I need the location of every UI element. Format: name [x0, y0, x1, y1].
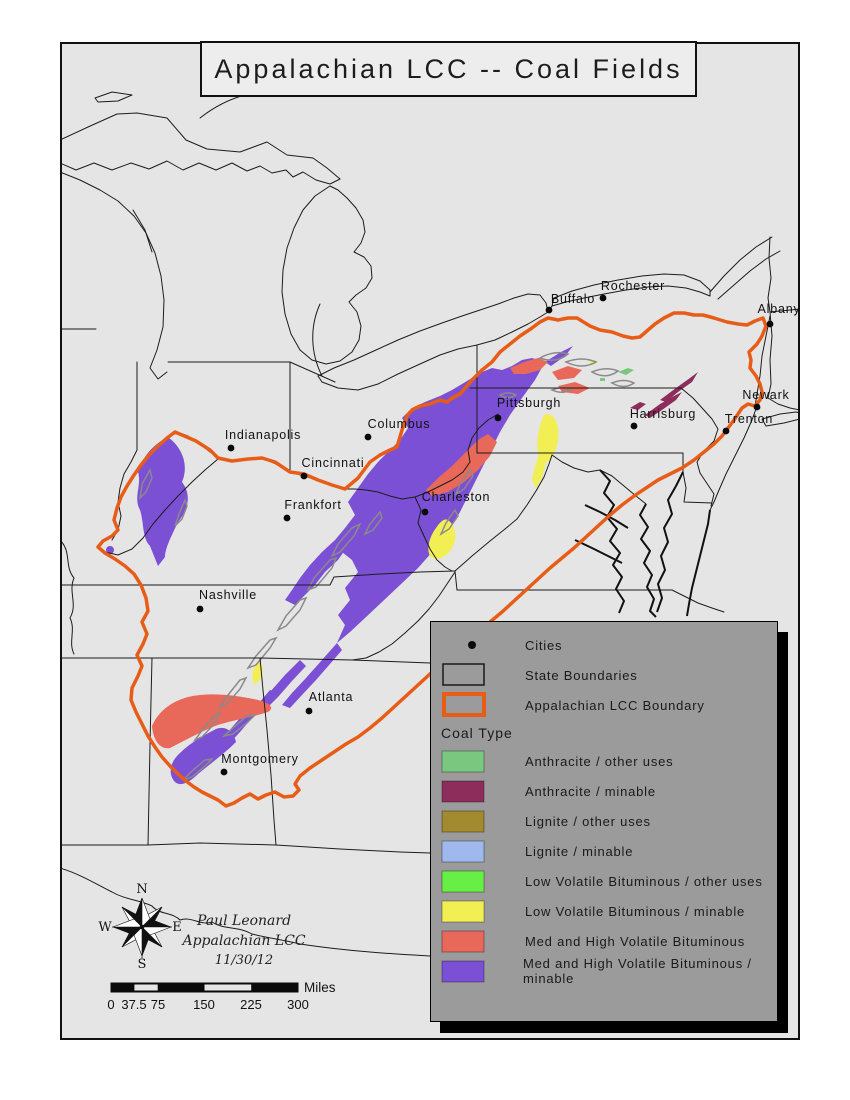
city-label-indianapolis: Indianapolis [225, 428, 301, 442]
coal-med-high-fields [152, 358, 590, 749]
legend-state-boundaries-label: State Boundaries [525, 667, 638, 683]
city-dot-albany [766, 320, 774, 328]
city-label-rochester: Rochester [601, 279, 665, 293]
coal-lowvol-minable-fields [252, 360, 596, 685]
city-dot-pittsburgh [494, 414, 502, 422]
city-label-frankfort: Frankfort [284, 498, 341, 512]
credit-date: 11/30/12 [215, 953, 273, 968]
city-label-newark: Newark [742, 388, 789, 402]
coal-label-3: Lignite / minable [525, 843, 634, 859]
legend-row-coal-0: Anthracite / other uses [441, 746, 777, 776]
coal-swatch-lignite-minable [441, 840, 485, 862]
coal-swatch-lowvol-other [441, 870, 485, 892]
city-dot-indianapolis [227, 444, 235, 452]
city-layer: Buffalo Rochester Albany Newark Trenton Pitts… [196, 279, 800, 776]
credit-author: Paul Leonard [196, 913, 291, 929]
coal-swatch-anthracite-other [441, 750, 485, 772]
credit-org: Appalachian LCC [180, 933, 305, 949]
coal-swatch-lowvol-minable [441, 900, 485, 922]
scale-unit-label: Miles [304, 980, 336, 995]
scale-tick-3: 150 [193, 997, 215, 1012]
city-dot-nashville [196, 605, 204, 613]
coal-swatch-lignite-other [441, 810, 485, 832]
city-dot-harrisburg [630, 422, 638, 430]
city-label-harrisburg: Harrisburg [630, 407, 696, 421]
city-dot-buffalo [545, 306, 553, 314]
lcc-boundary-line [96, 311, 768, 808]
legend-row-coal-4: Low Volatile Bituminous / other uses [441, 866, 777, 896]
coal-label-6: Med and High Volatile Bituminous [525, 933, 745, 949]
city-label-columbus: Columbus [368, 417, 431, 431]
scale-tick-0: 0 [107, 997, 114, 1012]
scale-tick-4: 225 [240, 997, 262, 1012]
legend-row-cities: Cities [441, 630, 777, 660]
legend-row-coal-6: Med and High Volatile Bituminous [441, 926, 777, 956]
city-label-charleston: Charleston [422, 490, 490, 504]
scale-tick-2: 75 [151, 997, 165, 1012]
city-label-buffalo: Buffalo [551, 292, 595, 306]
city-label-atlanta: Atlanta [309, 690, 354, 704]
legend-row-state-boundaries: State Boundaries [441, 660, 777, 690]
compass-rose-icon [112, 897, 172, 958]
city-dot-rochester [599, 294, 607, 302]
city-label-nashville: Nashville [199, 588, 257, 602]
compass-north-label: N [136, 882, 147, 897]
city-label-albany: Albany [757, 302, 800, 316]
legend-lcc-boundary-label: Appalachian LCC Boundary [525, 697, 705, 713]
coal-swatch-medhigh-minable [441, 960, 485, 982]
city-dot-cincinnati [300, 472, 308, 480]
compass-west-label: W [98, 920, 112, 935]
coal-swatch-medhigh [441, 930, 485, 952]
legend-row-coal-5: Low Volatile Bituminous / minable [441, 896, 777, 926]
lcc-boundary-swatch [442, 692, 486, 717]
legend-row-coal-3: Lignite / minable [441, 836, 777, 866]
coal-gray-outline-patches [138, 351, 636, 781]
city-dot-columbus [364, 433, 372, 441]
coal-anthracite-minable-fields [630, 372, 698, 418]
city-label-cincinnati: Cincinnati [302, 456, 365, 470]
compass-east-label: E [172, 920, 182, 935]
city-dot-frankfort [283, 514, 291, 522]
legend-row-lcc-boundary: Appalachian LCC Boundary [441, 690, 777, 720]
compass-south-label: S [138, 957, 147, 972]
city-dot-icon [468, 641, 476, 649]
city-label-trenton: Trenton [725, 412, 773, 426]
map-legend[interactable]: Cities State Boundaries Appalachian LCC … [430, 621, 778, 1022]
city-dot-montgomery [220, 768, 228, 776]
city-label-pittsburgh: Pittsburgh [497, 396, 561, 410]
state-boundary-swatch [442, 663, 485, 686]
page-title: Appalachian LCC -- Coal Fields [214, 53, 683, 84]
coal-label-1: Anthracite / minable [525, 783, 656, 799]
city-dot-newark [753, 403, 761, 411]
city-dot-atlanta [305, 707, 313, 715]
city-dot-trenton [722, 427, 730, 435]
legend-row-coal-1: Anthracite / minable [441, 776, 777, 806]
coal-swatch-anthracite-minable [441, 780, 485, 802]
legend-row-coal-2: Lignite / other uses [441, 806, 777, 836]
scale-tick-5: 300 [287, 997, 309, 1012]
coal-label-4: Low Volatile Bituminous / other uses [525, 873, 763, 889]
legend-row-coal-7: Med and High Volatile Bituminous / minab… [441, 956, 777, 986]
scale-tick-1: 37.5 [121, 997, 146, 1012]
map-title-box: Appalachian LCC -- Coal Fields [200, 41, 697, 97]
state-boundaries [62, 77, 798, 957]
coal-label-0: Anthracite / other uses [525, 753, 674, 769]
coal-label-5: Low Volatile Bituminous / minable [525, 903, 746, 919]
legend-cities-label: Cities [525, 637, 563, 653]
city-dot-charleston [421, 508, 429, 516]
legend-coal-type-header: Coal Type [441, 725, 513, 741]
coal-label-7: Med and High Volatile Bituminous / minab… [523, 956, 752, 986]
scale-bar: Miles 0 37.5 75 150 225 300 [107, 980, 335, 1012]
coal-label-2: Lignite / other uses [525, 813, 651, 829]
coal-anthracite-other-fields [600, 368, 634, 381]
city-label-montgomery: Montgomery [221, 752, 298, 766]
